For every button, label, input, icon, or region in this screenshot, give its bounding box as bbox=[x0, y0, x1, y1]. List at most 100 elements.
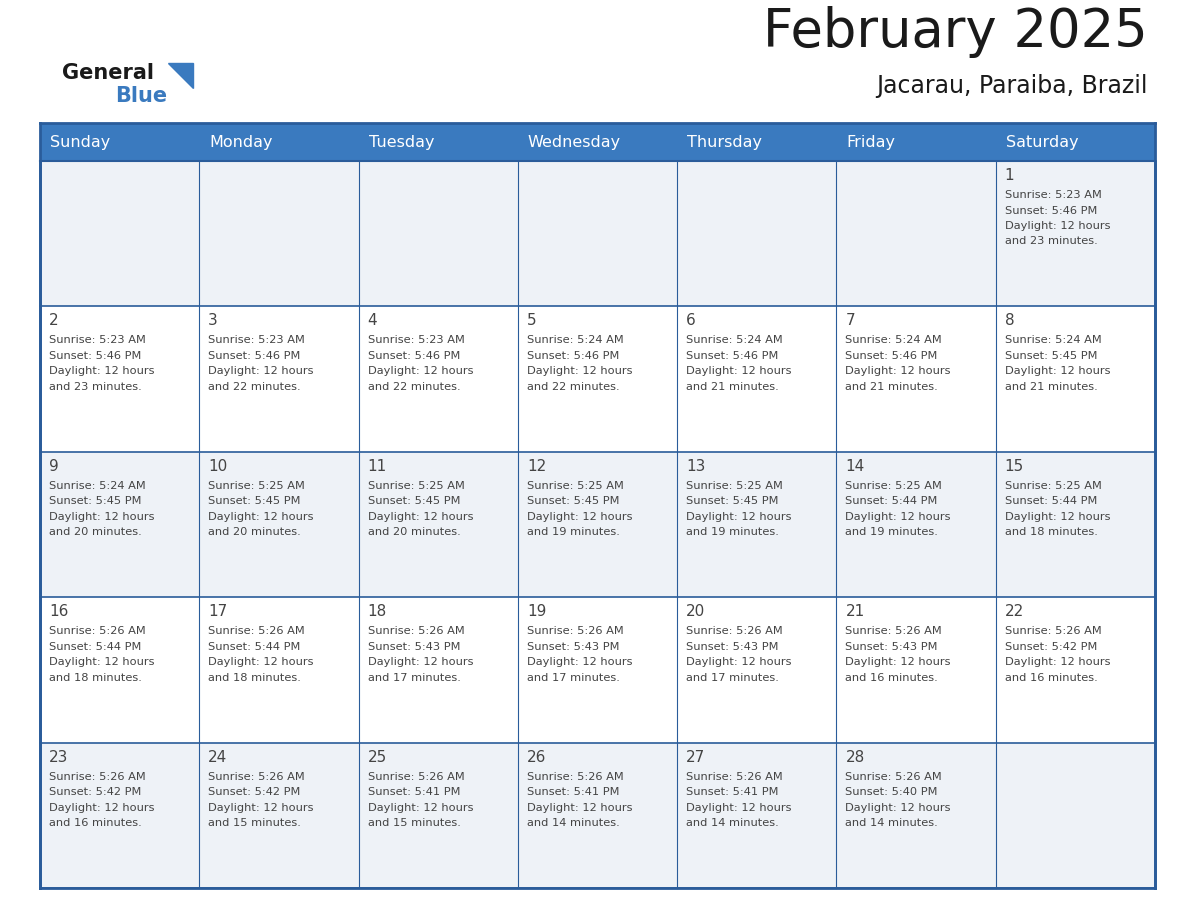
Text: 26: 26 bbox=[526, 750, 546, 765]
Text: and 22 minutes.: and 22 minutes. bbox=[526, 382, 619, 392]
Bar bbox=[836, 161, 996, 307]
Text: Daylight: 12 hours: Daylight: 12 hours bbox=[367, 657, 473, 667]
Bar bbox=[996, 123, 1155, 161]
Text: Sunrise: 5:26 AM: Sunrise: 5:26 AM bbox=[526, 772, 624, 781]
Text: Sunrise: 5:26 AM: Sunrise: 5:26 AM bbox=[846, 626, 942, 636]
Bar bbox=[200, 307, 359, 452]
Text: Sunset: 5:46 PM: Sunset: 5:46 PM bbox=[526, 351, 619, 361]
Text: and 16 minutes.: and 16 minutes. bbox=[846, 673, 939, 683]
Text: Daylight: 12 hours: Daylight: 12 hours bbox=[1005, 366, 1111, 376]
Text: Daylight: 12 hours: Daylight: 12 hours bbox=[1005, 221, 1111, 231]
Bar bbox=[836, 452, 996, 598]
Text: and 20 minutes.: and 20 minutes. bbox=[49, 527, 141, 537]
Text: and 14 minutes.: and 14 minutes. bbox=[846, 818, 939, 828]
Text: Sunrise: 5:26 AM: Sunrise: 5:26 AM bbox=[1005, 626, 1101, 636]
Bar bbox=[996, 452, 1155, 598]
Bar bbox=[677, 452, 836, 598]
Bar bbox=[200, 598, 359, 743]
Text: 24: 24 bbox=[208, 750, 228, 765]
Bar bbox=[40, 452, 200, 598]
Bar bbox=[677, 123, 836, 161]
Text: 7: 7 bbox=[846, 313, 855, 329]
Text: and 16 minutes.: and 16 minutes. bbox=[1005, 673, 1098, 683]
Bar bbox=[996, 161, 1155, 307]
Text: Thursday: Thursday bbox=[687, 135, 763, 150]
Text: Sunrise: 5:24 AM: Sunrise: 5:24 AM bbox=[1005, 335, 1101, 345]
Text: 20: 20 bbox=[687, 604, 706, 620]
Text: Jacarau, Paraiba, Brazil: Jacarau, Paraiba, Brazil bbox=[877, 74, 1148, 98]
Bar bbox=[200, 452, 359, 598]
Bar bbox=[836, 307, 996, 452]
Text: Daylight: 12 hours: Daylight: 12 hours bbox=[846, 802, 950, 812]
Text: 10: 10 bbox=[208, 459, 228, 474]
Text: Daylight: 12 hours: Daylight: 12 hours bbox=[208, 366, 314, 376]
Text: Sunset: 5:46 PM: Sunset: 5:46 PM bbox=[208, 351, 301, 361]
Text: Sunset: 5:44 PM: Sunset: 5:44 PM bbox=[846, 497, 937, 507]
Bar bbox=[40, 743, 200, 888]
Text: and 14 minutes.: and 14 minutes. bbox=[687, 818, 779, 828]
Text: General: General bbox=[62, 63, 154, 83]
Text: Sunset: 5:41 PM: Sunset: 5:41 PM bbox=[687, 787, 778, 797]
Text: Sunrise: 5:26 AM: Sunrise: 5:26 AM bbox=[49, 626, 146, 636]
Bar bbox=[518, 123, 677, 161]
Text: Sunset: 5:40 PM: Sunset: 5:40 PM bbox=[846, 787, 939, 797]
Text: Tuesday: Tuesday bbox=[368, 135, 434, 150]
Text: 8: 8 bbox=[1005, 313, 1015, 329]
Text: Sunset: 5:46 PM: Sunset: 5:46 PM bbox=[49, 351, 141, 361]
Bar bbox=[40, 161, 200, 307]
Text: Sunrise: 5:24 AM: Sunrise: 5:24 AM bbox=[526, 335, 624, 345]
Text: Daylight: 12 hours: Daylight: 12 hours bbox=[1005, 657, 1111, 667]
Text: Sunrise: 5:25 AM: Sunrise: 5:25 AM bbox=[526, 481, 624, 491]
Text: Sunset: 5:43 PM: Sunset: 5:43 PM bbox=[367, 642, 460, 652]
Text: Saturday: Saturday bbox=[1006, 135, 1079, 150]
Text: 25: 25 bbox=[367, 750, 387, 765]
Text: 12: 12 bbox=[526, 459, 546, 474]
Text: 19: 19 bbox=[526, 604, 546, 620]
Text: Sunrise: 5:26 AM: Sunrise: 5:26 AM bbox=[49, 772, 146, 781]
Text: and 15 minutes.: and 15 minutes. bbox=[367, 818, 461, 828]
Text: Sunset: 5:46 PM: Sunset: 5:46 PM bbox=[1005, 206, 1097, 216]
Bar bbox=[200, 743, 359, 888]
Text: Sunset: 5:43 PM: Sunset: 5:43 PM bbox=[687, 642, 778, 652]
Text: Sunset: 5:46 PM: Sunset: 5:46 PM bbox=[846, 351, 937, 361]
Text: Sunrise: 5:25 AM: Sunrise: 5:25 AM bbox=[846, 481, 942, 491]
Text: and 18 minutes.: and 18 minutes. bbox=[208, 673, 302, 683]
Text: Daylight: 12 hours: Daylight: 12 hours bbox=[687, 802, 791, 812]
Text: Sunset: 5:44 PM: Sunset: 5:44 PM bbox=[208, 642, 301, 652]
Text: Sunrise: 5:26 AM: Sunrise: 5:26 AM bbox=[687, 626, 783, 636]
Bar bbox=[996, 743, 1155, 888]
Bar bbox=[359, 307, 518, 452]
Text: Sunset: 5:44 PM: Sunset: 5:44 PM bbox=[1005, 497, 1097, 507]
Text: Sunrise: 5:23 AM: Sunrise: 5:23 AM bbox=[367, 335, 465, 345]
Text: Sunrise: 5:25 AM: Sunrise: 5:25 AM bbox=[687, 481, 783, 491]
Polygon shape bbox=[168, 63, 192, 88]
Text: and 22 minutes.: and 22 minutes. bbox=[208, 382, 301, 392]
Text: Sunset: 5:46 PM: Sunset: 5:46 PM bbox=[687, 351, 778, 361]
Bar bbox=[200, 123, 359, 161]
Text: Sunrise: 5:23 AM: Sunrise: 5:23 AM bbox=[49, 335, 146, 345]
Text: Sunset: 5:41 PM: Sunset: 5:41 PM bbox=[526, 787, 619, 797]
Text: Sunrise: 5:26 AM: Sunrise: 5:26 AM bbox=[846, 772, 942, 781]
Bar bbox=[836, 743, 996, 888]
Text: and 18 minutes.: and 18 minutes. bbox=[49, 673, 141, 683]
Text: Sunrise: 5:26 AM: Sunrise: 5:26 AM bbox=[208, 626, 305, 636]
Text: and 21 minutes.: and 21 minutes. bbox=[1005, 382, 1098, 392]
Text: Sunset: 5:42 PM: Sunset: 5:42 PM bbox=[49, 787, 141, 797]
Text: Sunrise: 5:26 AM: Sunrise: 5:26 AM bbox=[367, 626, 465, 636]
Text: Daylight: 12 hours: Daylight: 12 hours bbox=[526, 366, 632, 376]
Text: Sunset: 5:45 PM: Sunset: 5:45 PM bbox=[687, 497, 778, 507]
Text: 16: 16 bbox=[49, 604, 69, 620]
Text: 3: 3 bbox=[208, 313, 219, 329]
Text: Daylight: 12 hours: Daylight: 12 hours bbox=[208, 657, 314, 667]
Text: and 17 minutes.: and 17 minutes. bbox=[367, 673, 461, 683]
Text: Daylight: 12 hours: Daylight: 12 hours bbox=[687, 512, 791, 521]
Text: Daylight: 12 hours: Daylight: 12 hours bbox=[208, 512, 314, 521]
Text: and 19 minutes.: and 19 minutes. bbox=[526, 527, 620, 537]
Bar bbox=[677, 598, 836, 743]
Text: 27: 27 bbox=[687, 750, 706, 765]
Bar bbox=[677, 161, 836, 307]
Text: Sunset: 5:45 PM: Sunset: 5:45 PM bbox=[1005, 351, 1098, 361]
Text: Daylight: 12 hours: Daylight: 12 hours bbox=[367, 512, 473, 521]
Text: February 2025: February 2025 bbox=[763, 6, 1148, 58]
Bar bbox=[996, 307, 1155, 452]
